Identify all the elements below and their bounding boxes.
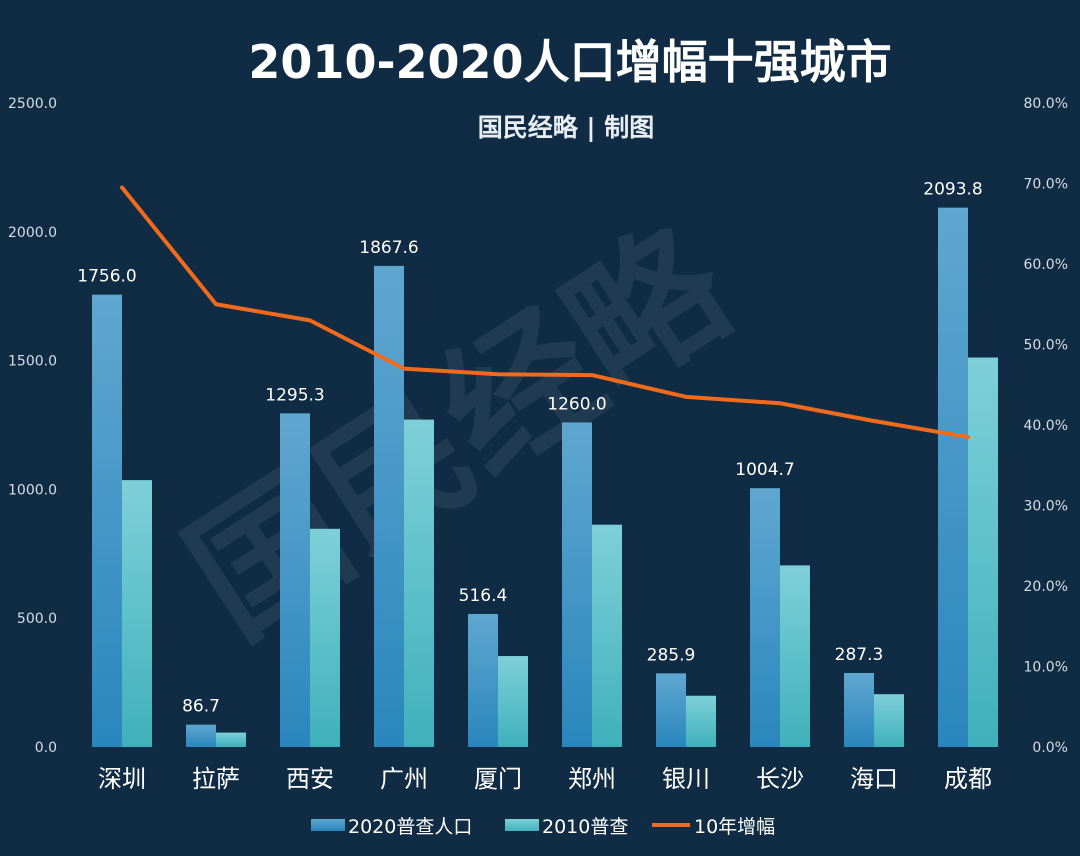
bars (92, 207, 998, 748)
bar-2010 (404, 419, 434, 747)
legend: 2020普查人口 2010普查 10年增幅 (311, 816, 775, 838)
bar-2010 (968, 357, 998, 747)
category-label: 深圳 (98, 765, 146, 793)
category-label: 长沙 (756, 765, 804, 793)
legend-swatch-2020 (311, 819, 345, 831)
legend-label-2020: 2020普查人口 (348, 816, 472, 838)
legend-swatch-2010 (505, 819, 539, 831)
right-axis: 0.0% 10.0% 20.0% 30.0% 40.0% 50.0% 60.0% 70.0% 8… (1024, 96, 1068, 756)
bar-2010 (498, 656, 528, 747)
growth-line (120, 185, 970, 440)
category-label: 郑州 (568, 765, 616, 793)
data-label: 1260.0 (547, 394, 606, 414)
bar-2020 (374, 265, 404, 747)
data-label: 1756.0 (77, 267, 136, 287)
left-tick-label: 1500.0 (8, 354, 57, 370)
right-tick-label: 30.0% (1024, 499, 1068, 515)
right-tick-label: 60.0% (1024, 257, 1068, 273)
legend-label-2010: 2010普查 (542, 816, 628, 838)
data-label: 1295.3 (265, 385, 324, 405)
left-tick-label: 0.0 (35, 740, 57, 756)
bar-2020 (656, 673, 686, 747)
chart-subtitle: 国民经略 | 制图 (478, 113, 655, 142)
bar-2010 (122, 480, 152, 747)
bar-2020 (280, 413, 310, 747)
bar-2010 (874, 694, 904, 747)
category-label: 银川 (662, 765, 710, 793)
data-label: 1867.6 (359, 238, 418, 258)
left-axis: 0.0 500.0 1000.0 1500.0 2000.0 2500.0 (8, 96, 57, 756)
category-axis: 深圳 拉萨 西安 广州 厦门 郑州 银川 长沙 海口 成都 (98, 765, 992, 793)
chart-title: 2010-2020人口增幅十强城市 (248, 35, 891, 89)
left-tick-label: 2500.0 (8, 96, 57, 112)
left-tick-label: 2000.0 (8, 225, 57, 241)
right-tick-label: 0.0% (1032, 740, 1068, 756)
bar-2020 (468, 613, 498, 747)
right-tick-label: 70.0% (1024, 177, 1068, 193)
right-tick-label: 20.0% (1024, 579, 1068, 595)
left-tick-label: 500.0 (17, 611, 57, 627)
category-label: 海口 (850, 765, 898, 793)
data-label: 86.7 (182, 697, 220, 717)
bar-2010 (780, 565, 810, 747)
data-label: 285.9 (647, 645, 696, 665)
bar-2020 (186, 724, 216, 747)
bar-2010 (216, 732, 246, 747)
right-tick-label: 50.0% (1024, 338, 1068, 354)
data-label: 2093.8 (923, 180, 982, 200)
category-label: 西安 (286, 765, 334, 793)
data-label: 287.3 (835, 645, 884, 665)
bar-2020 (562, 422, 592, 747)
left-tick-label: 1000.0 (8, 482, 57, 498)
bar-2010 (310, 528, 340, 747)
bar-2020 (92, 294, 122, 747)
bar-2020 (938, 207, 968, 748)
bar-2020 (750, 488, 780, 747)
data-labels: 1756.0 86.7 1295.3 1867.6 516.4 1260.0 285.9 10… (77, 180, 982, 717)
data-label: 516.4 (459, 586, 508, 606)
category-label: 成都 (944, 765, 992, 793)
legend-label-line: 10年增幅 (694, 816, 775, 838)
category-label: 广州 (380, 765, 428, 793)
bar-2020 (844, 672, 874, 747)
right-tick-label: 80.0% (1024, 96, 1068, 112)
growth-line-path (120, 185, 970, 440)
bar-2010 (686, 695, 716, 747)
data-label: 1004.7 (735, 460, 794, 480)
category-label: 厦门 (474, 765, 522, 793)
right-tick-label: 10.0% (1024, 660, 1068, 676)
category-label: 拉萨 (192, 765, 240, 793)
right-tick-label: 40.0% (1024, 418, 1068, 434)
bar-2010 (592, 524, 622, 747)
